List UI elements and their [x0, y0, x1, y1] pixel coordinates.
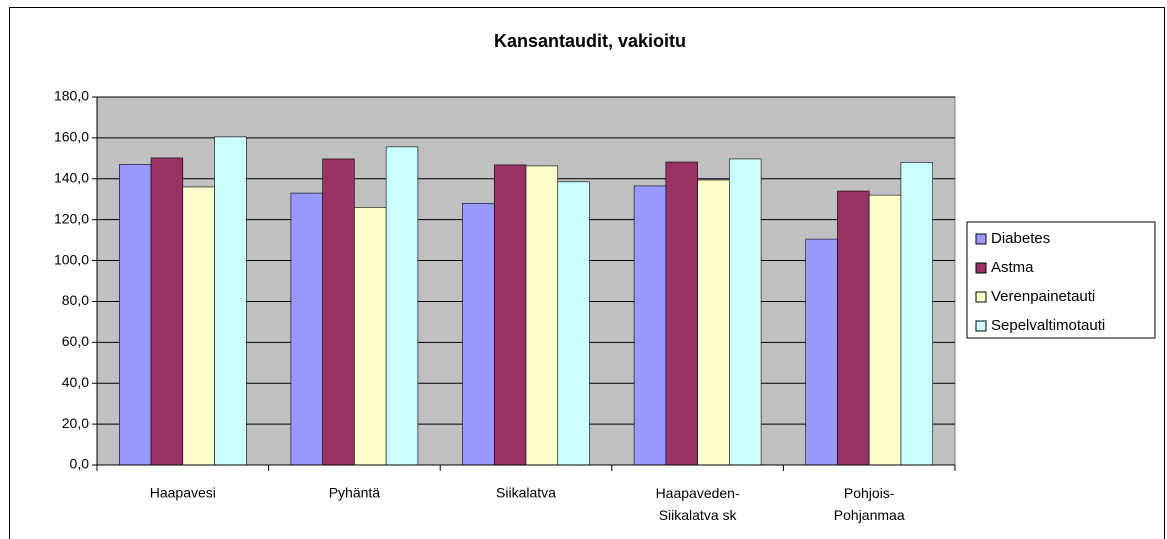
legend-swatch [975, 291, 987, 303]
bar [665, 161, 698, 466]
y-tick-label: 60,0 [62, 333, 89, 349]
legend-label: Sepelvaltimotauti [991, 317, 1105, 334]
y-tick-label: 0,0 [70, 456, 90, 472]
y-tick-label: 80,0 [62, 292, 89, 308]
y-tick-label: 100,0 [54, 251, 89, 267]
bar [214, 136, 247, 466]
legend-swatch [975, 233, 987, 245]
bar [182, 186, 215, 466]
bar [290, 192, 323, 466]
legend-label: Astma [991, 259, 1034, 276]
legend-label: Diabetes [991, 230, 1050, 247]
x-tick-label: Pohjois-Pohjanmaa [834, 485, 905, 523]
bar [868, 194, 902, 466]
x-tick-label: Haapavesi [150, 485, 216, 501]
bar [557, 181, 590, 466]
x-tick-label: Haapaveden-Siikalatva sk [656, 485, 740, 523]
legend-label: Verenpainetauti [991, 288, 1095, 305]
bar [697, 179, 730, 466]
bar [493, 164, 527, 466]
chart-title: Kansantaudit, vakioitu [494, 31, 686, 51]
legend-swatch [975, 320, 987, 332]
y-tick-label: 120,0 [54, 210, 89, 226]
bar [900, 162, 933, 466]
x-tick-label: Siikalatva [496, 485, 556, 501]
legend [966, 221, 1156, 339]
bar [837, 190, 870, 466]
bar [805, 238, 838, 466]
bar [729, 158, 762, 466]
bar [150, 157, 184, 466]
y-tick-label: 140,0 [54, 169, 89, 185]
bar [385, 146, 419, 466]
y-tick-label: 40,0 [62, 374, 89, 390]
legend-swatch [975, 262, 987, 274]
y-tick-label: 20,0 [62, 415, 89, 431]
bar [119, 164, 152, 466]
bar [462, 203, 495, 466]
bar [322, 158, 355, 466]
bar [633, 185, 667, 466]
bar [525, 165, 559, 466]
bar [354, 207, 387, 466]
y-tick-label: 180,0 [54, 88, 89, 104]
y-tick-label: 160,0 [54, 129, 89, 145]
x-tick-label: Pyhäntä [329, 485, 381, 501]
